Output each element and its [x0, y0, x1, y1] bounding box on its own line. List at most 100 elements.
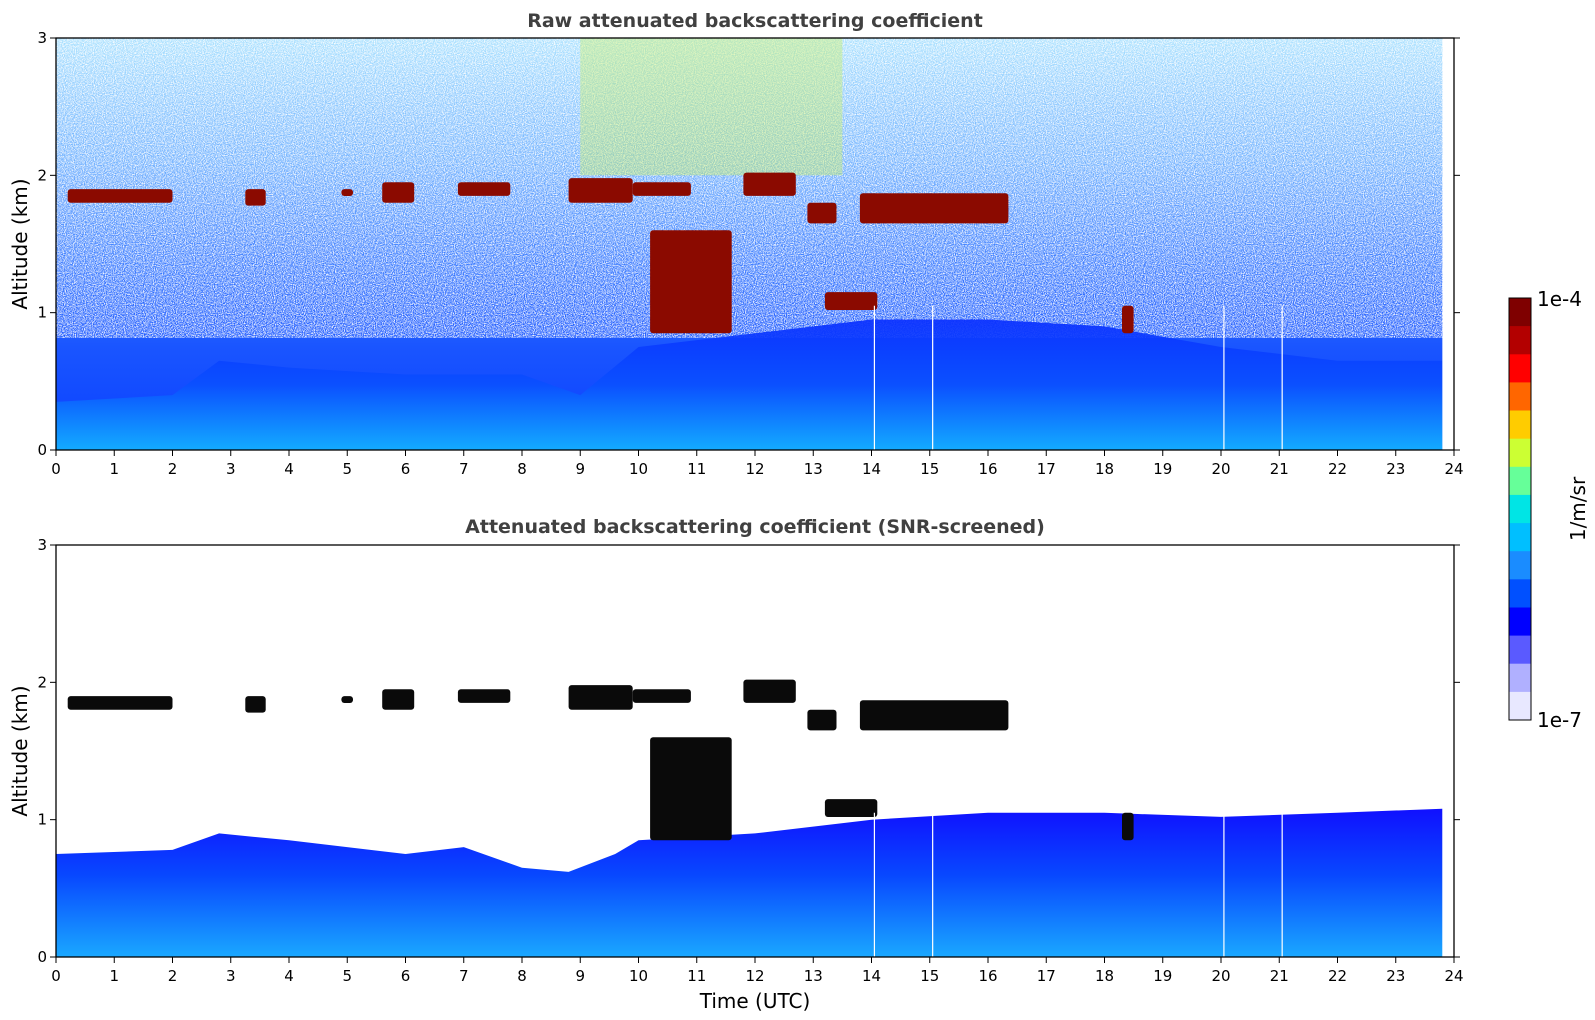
raw-ytick-label: 1	[37, 304, 47, 322]
raw-ytick-label: 2	[37, 166, 47, 184]
raw-ytick-label: 3	[37, 29, 47, 47]
colorbar-max-label: 1e-4	[1537, 287, 1582, 311]
screened-xtick-label: 3	[226, 967, 236, 985]
screened-xtick-label: 0	[51, 967, 61, 985]
cloud-layer-1	[245, 696, 266, 713]
cloud-layer-9	[859, 700, 1009, 731]
colorbar-step	[1509, 466, 1531, 496]
raw-panel: Raw attenuated backscattering coefficien…	[8, 10, 1464, 478]
raw-xtick-label: 3	[226, 460, 236, 478]
raw-xtick-label: 2	[168, 460, 178, 478]
screened-xtick-label: 18	[1095, 967, 1114, 985]
raw-xtick-label: 5	[342, 460, 352, 478]
screened-xtick-label: 14	[862, 967, 881, 985]
cloud-layer-12	[1122, 812, 1134, 841]
cloud-layer-6	[632, 689, 691, 703]
cloud-layer-6	[632, 182, 691, 196]
cloud-layer-4	[457, 182, 511, 196]
raw-ylabel: Altitude (km)	[8, 178, 32, 309]
cloud-layer-1	[245, 189, 266, 206]
screened-ytick-label: 1	[37, 811, 47, 829]
screened-xtick-label: 23	[1386, 967, 1405, 985]
colorbar-step	[1509, 551, 1531, 580]
raw-xtick-label: 15	[920, 460, 939, 478]
raw-xtick-label: 19	[1153, 460, 1172, 478]
screened-xtick-label: 4	[284, 967, 294, 985]
raw-xtick-label: 6	[401, 460, 411, 478]
colorbar-min-label: 1e-7	[1537, 708, 1582, 732]
raw-xtick-label: 23	[1386, 460, 1405, 478]
colorbar-unit-label: 1/m/sr	[1566, 476, 1590, 541]
screened-xtick-label: 7	[459, 967, 469, 985]
raw-xtick-label: 20	[1211, 460, 1230, 478]
raw-xtick-label: 24	[1444, 460, 1463, 478]
cloud-layer-3	[382, 182, 415, 203]
screened-ytick-label: 0	[37, 948, 47, 966]
cloud-layer-10	[824, 799, 878, 817]
screened-xtick-label: 20	[1211, 967, 1230, 985]
screened-panel-title: Attenuated backscattering coefficient (S…	[465, 516, 1045, 538]
cloud-layer-0	[67, 696, 173, 710]
cloud-layer-9	[859, 193, 1009, 224]
cloud-layer-4	[457, 689, 511, 703]
screened-xtick-label: 21	[1270, 967, 1289, 985]
colorbar-step	[1509, 607, 1531, 637]
screened-xtick-label: 11	[687, 967, 706, 985]
screened-ylabel: Altitude (km)	[8, 685, 32, 816]
cloud-layer-3	[382, 689, 415, 710]
screened-xtick-label: 12	[745, 967, 764, 985]
screened-xtick-label: 17	[1037, 967, 1056, 985]
screened-xtick-label: 15	[920, 967, 939, 985]
raw-xtick-label: 13	[804, 460, 823, 478]
colorbar-step	[1509, 579, 1531, 608]
raw-xtick-label: 1	[109, 460, 119, 478]
raw-xtick-label: 10	[629, 460, 648, 478]
cloud-layer-5	[568, 685, 633, 710]
raw-xtick-label: 8	[517, 460, 527, 478]
raw-boundary-layer	[56, 319, 1443, 450]
cloud-layer-5	[568, 178, 633, 203]
raw-xtick-label: 21	[1270, 460, 1289, 478]
cloud-layer-8	[807, 202, 837, 224]
raw-xtick-label: 17	[1037, 460, 1056, 478]
raw-xtick-label: 12	[745, 460, 764, 478]
cloud-layer-7	[743, 172, 796, 196]
raw-ytick-label: 0	[37, 441, 47, 459]
screened-xtick-label: 2	[168, 967, 178, 985]
colorbar-step	[1509, 326, 1531, 355]
raw-xtick-label: 11	[687, 460, 706, 478]
cloud-layer-12	[1122, 305, 1134, 334]
raw-xtick-label: 0	[51, 460, 61, 478]
colorbar-step	[1509, 663, 1531, 693]
raw-xtick-label: 16	[978, 460, 997, 478]
raw-xtick-label: 22	[1328, 460, 1347, 478]
cloud-layer-10	[824, 292, 878, 310]
colorbar-step	[1509, 438, 1531, 468]
screened-panel: Attenuated backscattering coefficient (S…	[8, 516, 1464, 1013]
raw-panel-title: Raw attenuated backscattering coefficien…	[527, 10, 983, 32]
screened-xtick-label: 13	[804, 967, 823, 985]
raw-xtick-label: 4	[284, 460, 294, 478]
screened-xtick-label: 10	[629, 967, 648, 985]
cloud-layer-8	[807, 709, 837, 731]
screened-xtick-label: 1	[109, 967, 119, 985]
no-data-region	[1442, 545, 1454, 957]
screened-xtick-label: 9	[575, 967, 585, 985]
colorbar: 1e-4 1e-7 1/m/sr	[1508, 287, 1590, 732]
cloud-layer-2	[341, 189, 353, 196]
screened-xtick-label: 16	[978, 967, 997, 985]
screened-boundary-layer	[56, 808, 1443, 957]
time-xlabel: Time (UTC)	[699, 989, 811, 1013]
colorbar-step	[1509, 635, 1531, 665]
raw-xtick-label: 14	[862, 460, 881, 478]
screened-xtick-label: 24	[1444, 967, 1463, 985]
colorbar-step	[1509, 354, 1531, 383]
screened-xtick-label: 5	[342, 967, 352, 985]
screened-xtick-label: 6	[401, 967, 411, 985]
screened-ytick-label: 2	[37, 673, 47, 691]
screened-xtick-label: 22	[1328, 967, 1347, 985]
raw-solar-noise-region	[580, 38, 843, 176]
colorbar-step	[1509, 298, 1531, 327]
raw-xtick-label: 18	[1095, 460, 1114, 478]
